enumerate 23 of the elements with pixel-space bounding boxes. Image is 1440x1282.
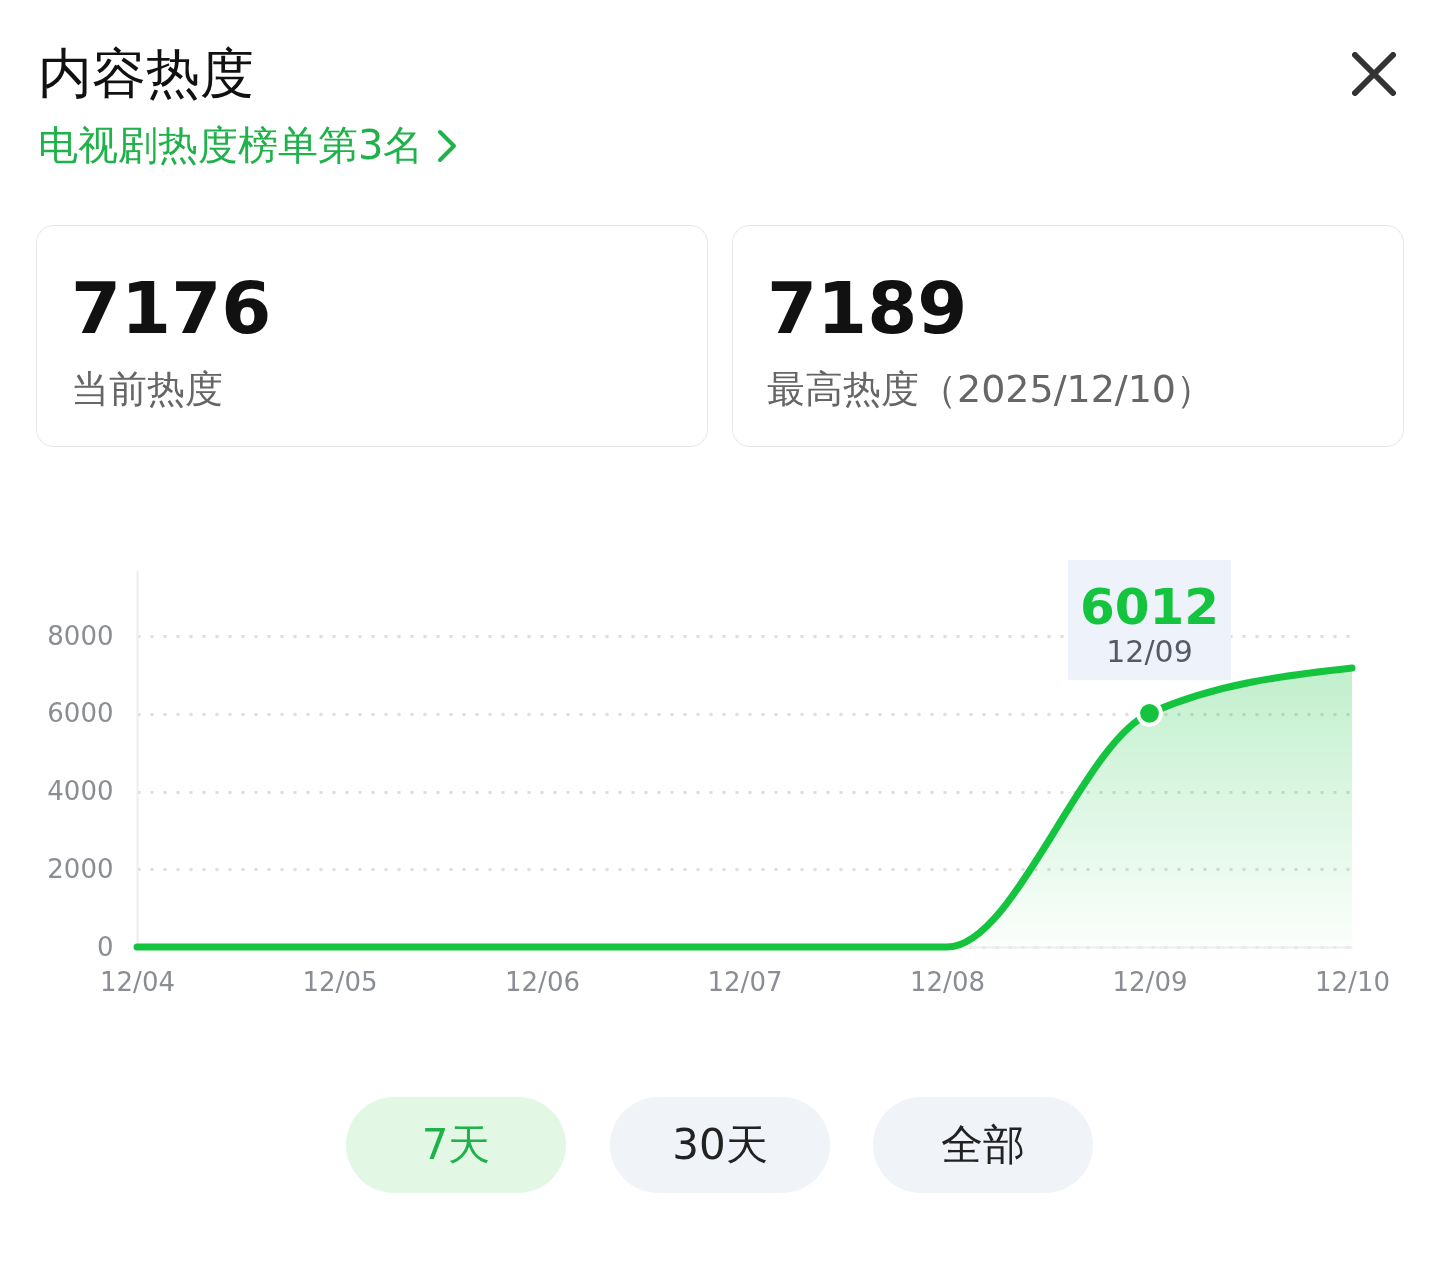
x-tick-label: 12/10	[1315, 966, 1390, 997]
text: 7189	[767, 266, 968, 350]
annotation: 12/09	[1106, 634, 1193, 670]
text: 全部	[873, 1097, 1093, 1193]
y-tick-label: 4000	[47, 776, 114, 807]
chart-subtitle: 电视剧热度榜单第3名	[38, 121, 424, 170]
text: 最高热度（2025/12/10）	[767, 366, 1215, 413]
y-tick-label: 8000	[47, 620, 114, 651]
x-tick-label: 12/08	[910, 966, 985, 997]
y-tick-label: 6000	[47, 698, 114, 729]
y-tick-label: 0	[96, 931, 114, 962]
text: 7176	[71, 266, 272, 350]
text: 当前热度	[71, 366, 223, 413]
x-tick-label: 12/04	[100, 966, 175, 997]
x-tick-label: 12/09	[1112, 966, 1188, 997]
chart-title: 内容热度	[38, 41, 254, 107]
text: 7天	[346, 1097, 566, 1193]
text: 30天	[610, 1097, 830, 1193]
x-tick-label: 12/05	[302, 966, 378, 997]
annotation: 6012	[1079, 578, 1220, 637]
y-tick-label: 2000	[47, 853, 114, 884]
x-tick-label: 12/07	[707, 966, 783, 997]
x-tick-label: 12/06	[505, 966, 580, 997]
